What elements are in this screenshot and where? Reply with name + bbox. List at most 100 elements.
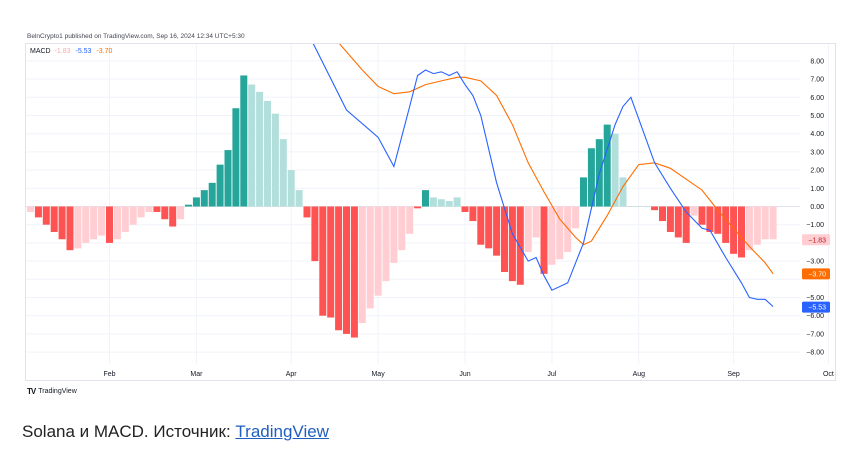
histogram-bar bbox=[516, 206, 524, 285]
histogram-bar bbox=[208, 182, 216, 207]
legend-macd-value: -5.53 bbox=[75, 48, 92, 55]
histogram-bar bbox=[129, 206, 137, 225]
histogram-bar bbox=[66, 206, 74, 251]
histogram-price-label: −1.83 bbox=[808, 237, 826, 244]
y-tick-label: −1.00 bbox=[806, 222, 824, 229]
histogram-bar bbox=[279, 139, 287, 207]
histogram-bar bbox=[422, 190, 429, 207]
histogram-bar bbox=[90, 206, 98, 240]
histogram-bar bbox=[287, 170, 295, 207]
histogram-bar bbox=[722, 206, 730, 243]
x-tick-label: Feb bbox=[103, 371, 115, 378]
signal-price-badge bbox=[802, 268, 830, 280]
histogram-bar bbox=[580, 177, 587, 207]
histogram-bar bbox=[493, 206, 501, 256]
y-tick-label: 7.00 bbox=[810, 77, 824, 84]
histogram-bar bbox=[690, 206, 698, 216]
x-tick-label: Aug bbox=[633, 371, 646, 378]
histogram-bar bbox=[319, 206, 327, 316]
histogram-bar bbox=[248, 84, 256, 207]
histogram-bar bbox=[619, 177, 627, 207]
y-tick-label: −3.00 bbox=[806, 259, 824, 266]
histogram-bar bbox=[406, 206, 414, 234]
histogram-bar bbox=[216, 164, 224, 207]
histogram-bar bbox=[761, 206, 769, 240]
histogram-bar bbox=[540, 206, 548, 274]
histogram-bar bbox=[714, 206, 722, 234]
x-tick-label: Jul bbox=[547, 371, 556, 378]
histogram-bar bbox=[335, 206, 343, 331]
histogram-bar bbox=[232, 108, 240, 207]
histogram-bar bbox=[169, 206, 177, 227]
histogram-bar bbox=[34, 206, 42, 218]
histogram-bar bbox=[730, 206, 738, 254]
macd-price-label: −5.53 bbox=[808, 305, 826, 312]
histogram-bar bbox=[682, 206, 690, 243]
histogram-bar bbox=[185, 204, 192, 207]
histogram-bar bbox=[153, 206, 161, 212]
histogram-bar bbox=[674, 206, 682, 238]
histogram-bar bbox=[350, 206, 358, 338]
histogram-bar bbox=[651, 206, 659, 211]
histogram-bar bbox=[706, 206, 714, 232]
histogram-bar bbox=[556, 206, 564, 260]
histogram-bar bbox=[745, 206, 753, 251]
legend-indicator-name: MACD bbox=[30, 48, 51, 55]
histogram-bar bbox=[366, 206, 374, 309]
histogram-bar bbox=[50, 206, 58, 232]
histogram-bar bbox=[264, 100, 271, 207]
histogram-bar bbox=[343, 206, 350, 334]
y-tick-label: −7.00 bbox=[806, 331, 824, 338]
signal-price-label: −3.70 bbox=[808, 271, 826, 278]
chart-legend: MACD -1.83 -5.53 -3.70 bbox=[30, 48, 112, 55]
histogram-bar bbox=[501, 206, 508, 273]
histogram-bar bbox=[358, 206, 366, 323]
histogram-bar bbox=[445, 201, 453, 207]
histogram-bar bbox=[414, 206, 422, 209]
histogram-bar bbox=[532, 206, 540, 238]
y-tick-label: 6.00 bbox=[810, 95, 824, 102]
histogram-bar bbox=[469, 206, 477, 222]
x-tick-label: May bbox=[371, 371, 385, 378]
macd-price-badge bbox=[802, 301, 830, 313]
tradingview-mark-icon: TV bbox=[27, 387, 36, 396]
histogram-bar bbox=[611, 133, 619, 207]
histogram-bar bbox=[753, 206, 761, 245]
tradingview-logo[interactable]: TV TradingView bbox=[27, 387, 77, 396]
y-tick-label: −5.00 bbox=[806, 295, 824, 302]
histogram-bar bbox=[524, 206, 532, 252]
histogram-bar bbox=[429, 197, 437, 207]
histogram-price-badge bbox=[802, 234, 830, 246]
y-tick-label: 0.00 bbox=[810, 204, 824, 211]
x-tick-label: Sep bbox=[727, 371, 740, 378]
histogram-bar bbox=[666, 206, 674, 232]
histogram-bar bbox=[548, 206, 556, 265]
histogram-bar bbox=[106, 206, 113, 243]
histogram-bar bbox=[121, 206, 129, 232]
x-tick-label: Jun bbox=[459, 371, 470, 378]
figure-caption: Solana и MACD. Источник: TradingView bbox=[22, 422, 329, 442]
legend-signal-value: -3.70 bbox=[96, 48, 113, 55]
histogram-bar bbox=[461, 206, 469, 212]
caption-source-link[interactable]: TradingView bbox=[235, 422, 329, 441]
histogram-bar bbox=[145, 206, 153, 212]
histogram-bar bbox=[453, 197, 461, 207]
histogram-bar bbox=[311, 206, 319, 262]
histogram-bar bbox=[627, 206, 635, 207]
histogram-bar bbox=[256, 91, 264, 207]
tradingview-logo-text: TradingView bbox=[38, 388, 77, 395]
histogram-bar bbox=[477, 206, 485, 245]
histogram-bar bbox=[240, 75, 248, 207]
x-tick-label: Mar bbox=[190, 371, 203, 378]
histogram-bar bbox=[82, 206, 90, 243]
histogram-bar bbox=[177, 206, 185, 220]
axis-layer: 8.00 7.00 6.00 5.00 4.00 3.00 2.00 1.00 0.00 −1.0… bbox=[103, 58, 833, 378]
x-tick-label: Oct bbox=[823, 371, 834, 378]
histogram-bar bbox=[769, 206, 777, 240]
histogram-bar bbox=[374, 206, 382, 296]
histogram-bar bbox=[42, 206, 50, 225]
histogram-bar bbox=[587, 148, 595, 207]
lines-layer bbox=[312, 44, 774, 308]
histogram-layer bbox=[27, 75, 777, 338]
x-tick-label: Apr bbox=[286, 371, 298, 378]
